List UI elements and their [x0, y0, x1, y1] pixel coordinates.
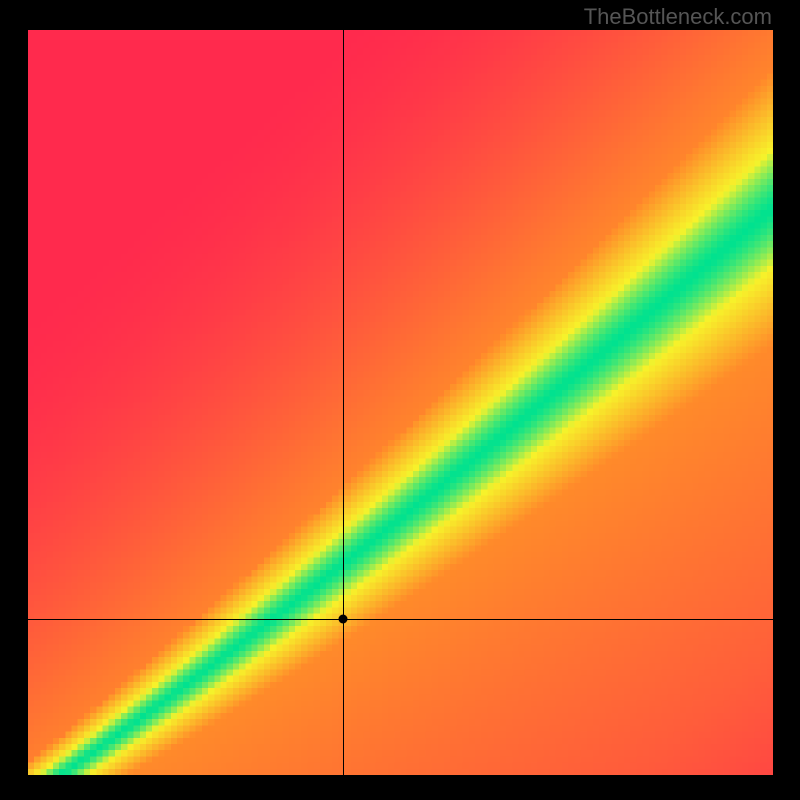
plot-area [28, 30, 773, 775]
bottleneck-heatmap [28, 30, 773, 775]
attribution-text: TheBottleneck.com [584, 4, 772, 30]
figure-container: TheBottleneck.com [0, 0, 800, 800]
